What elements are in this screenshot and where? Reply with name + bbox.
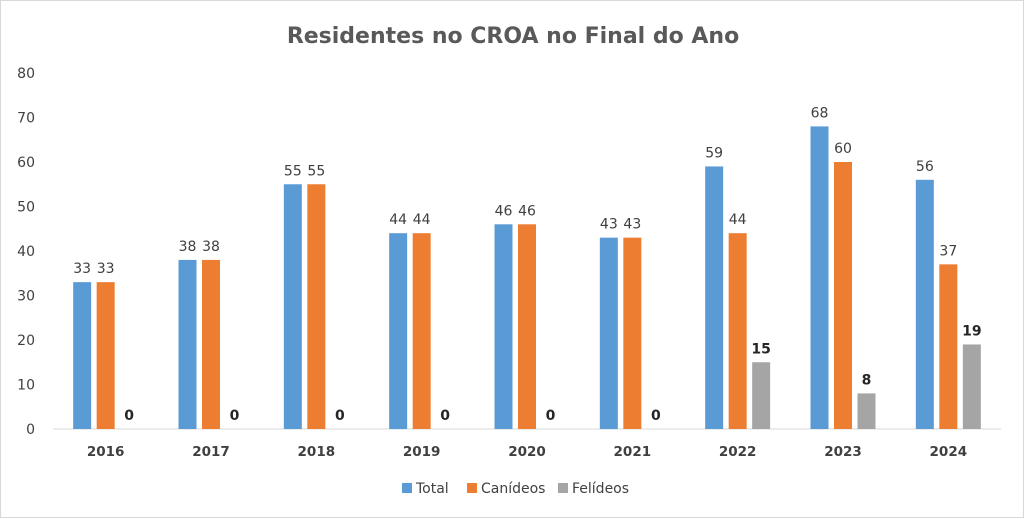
y-axis-ticks: 0 10 20 30 40 50 60 70 80 (17, 66, 35, 438)
data-label: 46 (495, 203, 513, 219)
y-tick-label: 50 (17, 200, 35, 216)
x-axis-ticks: 2016 2017 2018 2019 2020 2021 2022 2023 2024 (87, 444, 967, 460)
legend-swatch (558, 483, 568, 493)
bar-canídeos-2023 (834, 162, 852, 429)
data-label: 43 (600, 217, 618, 233)
data-labels: 33 33 0 38 38 0 55 55 0 44 44 0 46 46 0 43 43 0 59 44 15 68 60… (73, 105, 981, 424)
y-tick-label: 80 (17, 66, 35, 82)
x-tick-label: 2016 (87, 444, 125, 460)
data-label: 15 (751, 341, 770, 357)
data-label: 44 (729, 212, 747, 228)
x-tick-label: 2020 (508, 444, 546, 460)
bar-total-2023 (810, 126, 829, 430)
data-label: 46 (518, 203, 536, 219)
data-label: 44 (389, 212, 407, 228)
data-label: 0 (230, 408, 240, 424)
data-label: 0 (440, 408, 450, 424)
data-label: 38 (202, 239, 220, 255)
bar-canídeos-2022 (728, 233, 747, 429)
legend-label: Total (415, 481, 449, 497)
data-label: 0 (546, 408, 556, 424)
data-label: 38 (179, 239, 197, 255)
y-tick-label: 30 (17, 289, 35, 305)
data-label: 0 (335, 408, 345, 424)
legend-item-0: Total (402, 481, 449, 497)
data-label: 59 (705, 145, 723, 161)
bar-total-2017 (178, 259, 197, 429)
data-label: 68 (811, 105, 829, 121)
y-tick-label: 0 (26, 422, 35, 438)
data-label: 33 (73, 261, 91, 277)
bar-canídeos-2024 (939, 264, 958, 429)
x-tick-label: 2017 (192, 444, 230, 460)
legend: Total Canídeos Felídeos (402, 481, 629, 497)
data-label: 37 (939, 243, 957, 259)
data-label: 8 (862, 372, 872, 388)
bar-canídeos-2017 (202, 259, 220, 429)
bar-felídeos-2022 (752, 362, 771, 429)
x-tick-label: 2018 (298, 444, 336, 460)
bar-canídeos-2016 (96, 282, 115, 429)
y-tick-label: 10 (17, 378, 35, 394)
bar-canídeos-2021 (623, 237, 642, 429)
data-label: 43 (623, 217, 641, 233)
y-tick-label: 60 (17, 155, 35, 171)
x-tick-label: 2021 (614, 444, 652, 460)
bar-total-2021 (599, 237, 618, 429)
legend-label: Canídeos (481, 481, 545, 497)
data-label: 33 (97, 261, 115, 277)
bar-total-2016 (73, 282, 92, 429)
legend-label: Felídeos (572, 481, 629, 497)
data-label: 55 (307, 163, 325, 179)
legend-swatch (402, 483, 412, 493)
legend-item-2: Felídeos (558, 481, 629, 497)
bars (73, 126, 981, 430)
legend-swatch (467, 483, 477, 493)
bar-felídeos-2024 (962, 344, 981, 429)
y-tick-label: 70 (17, 111, 35, 127)
bar-total-2020 (494, 224, 513, 429)
bar-total-2022 (705, 166, 724, 429)
x-tick-label: 2022 (719, 444, 757, 460)
y-tick-label: 40 (17, 244, 35, 260)
legend-item-1: Canídeos (467, 481, 545, 497)
bar-felídeos-2023 (857, 393, 876, 429)
data-label: 0 (124, 408, 134, 424)
bar-canídeos-2018 (307, 184, 326, 429)
y-tick-label: 20 (17, 333, 35, 349)
bar-total-2024 (915, 179, 934, 429)
x-tick-label: 2023 (824, 444, 862, 460)
data-label: 44 (413, 212, 431, 228)
data-label: 19 (962, 323, 981, 339)
bar-total-2018 (283, 184, 302, 429)
data-label: 55 (284, 163, 302, 179)
x-tick-label: 2019 (403, 444, 441, 460)
bar-canídeos-2019 (412, 233, 431, 429)
chart-title: Residentes no CROA no Final do Ano (287, 24, 739, 49)
data-label: 56 (916, 159, 934, 175)
bar-canídeos-2020 (518, 224, 536, 429)
x-tick-label: 2024 (930, 444, 968, 460)
data-label: 60 (834, 141, 852, 157)
data-label: 0 (651, 408, 661, 424)
bar-total-2019 (389, 233, 408, 429)
